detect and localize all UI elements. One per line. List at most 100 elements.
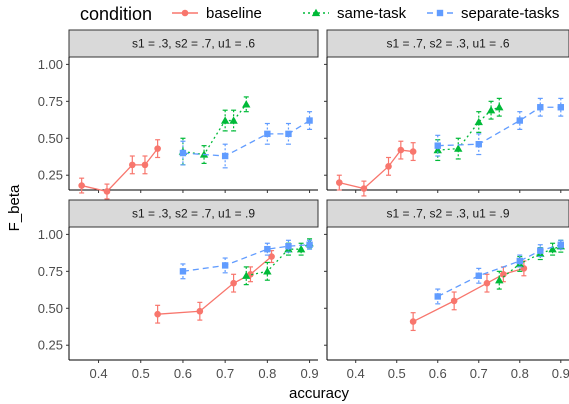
y-tick-label: 1.00 [38,227,63,242]
y-tick-label: 0.25 [38,168,63,183]
data-point [557,104,564,111]
x-tick-label: 0.7 [470,366,488,381]
y-tick-label: 0.50 [38,301,63,316]
panel-strip-label: s1 = .3, s2 = .7, u1 = .9 [132,207,255,221]
legend-label: baseline [206,5,262,22]
series-line [157,256,272,315]
error-bar [222,257,228,274]
series-baseline [409,260,528,332]
data-point [285,130,292,138]
legend-key-marker [311,8,321,17]
x-tick-label: 0.8 [511,366,529,381]
data-point [537,104,544,111]
data-point [229,116,238,124]
y-axis-title: F_beta [6,184,23,231]
data-point [336,179,343,186]
error-bar [180,140,186,166]
data-point [230,279,237,287]
series-line [437,106,500,151]
error-bar [476,111,482,133]
legend-item-baseline: baseline [172,5,262,22]
data-point [500,270,507,278]
data-point [306,117,313,124]
error-bar [231,109,237,132]
series-line [437,106,561,147]
error-bar [180,263,186,280]
legend-item-same-task: same-task [303,5,407,22]
data-point [242,271,251,279]
y-tick-label: 0.25 [38,338,63,353]
data-point [450,297,458,305]
legend-label: separate-tasks [461,5,559,22]
legend: condition baseline same-task separate-tasks [80,4,559,24]
data-point [103,188,111,195]
panel-strip [68,199,319,228]
data-point [196,307,204,315]
panel-strip [326,29,569,58]
data-point [433,145,442,154]
data-point [397,146,405,154]
data-point [221,152,229,160]
panel-strip-label: s1 = .7, s2 = .3, u1 = .6 [386,37,509,51]
series-separate-tasks [179,111,313,169]
data-point [141,161,149,169]
data-point [474,117,483,126]
panels: s1 = .3, s2 = .7, u1 = .6 0.25 0.50 0.75 1.0… [38,29,569,381]
error-bar [435,134,441,157]
legend-key-marker [181,9,189,17]
panel-strip-label: s1 = .7, s2 = .3, u1 = .9 [386,207,509,221]
legend-item-separate-tasks: separate-tasks [427,5,559,22]
x-tick-label: 0.7 [216,366,234,381]
error-bar [285,122,291,145]
data-point [434,293,441,300]
x-tick-label: 0.6 [174,366,192,381]
series-line [182,119,310,157]
legend-label: same-task [337,5,407,22]
data-point [434,142,441,149]
error-bar [476,267,482,284]
series-line [437,244,561,298]
data-point [78,182,85,189]
series-baseline [154,250,275,324]
x-tick-label: 0.5 [132,366,150,381]
x-tick-label: 0.5 [388,366,406,381]
data-point [264,130,271,138]
y-tick-label: 0.75 [38,264,63,279]
series-separate-tasks [179,239,313,280]
data-point [409,318,417,325]
panel-3: s1 = .3, s2 = .7, u1 = .9 0.25 0.50 0.75 1.0… [38,199,319,381]
error-bar [264,122,270,145]
panel-2: s1 = .7, s2 = .3, u1 = .6 [324,29,569,197]
data-point [454,144,463,152]
error-bar [476,133,482,156]
data-point [475,140,482,148]
panel-1: s1 = .3, s2 = .7, u1 = .6 0.25 0.50 0.75 1.0… [38,29,319,200]
axes: accuracy F_beta [6,184,350,402]
panel-strip-label: s1 = .3, s2 = .7, u1 = .6 [132,37,255,51]
data-point [263,267,272,275]
data-point [220,116,230,124]
series-line [339,149,414,190]
panel-4: s1 = .7, s2 = .3, u1 = .9 0.4 0.5 0.6 0.7 0.8… [324,199,569,381]
error-bar [243,96,249,113]
data-point [285,243,292,250]
x-tick-label: 0.6 [429,366,447,381]
error-bar [222,109,228,132]
data-point [486,106,496,114]
data-point [537,247,544,254]
data-point [264,245,271,253]
data-point [495,103,504,111]
series-separate-tasks [434,97,564,157]
data-point [221,262,229,269]
x-tick-label: 0.9 [301,366,319,381]
y-tick-label: 1.00 [38,57,63,72]
data-point [306,241,313,248]
data-point [129,161,136,169]
error-bar [435,288,441,305]
error-bar [222,143,228,169]
series-baseline [78,139,161,200]
data-point [360,185,368,192]
error-bar [455,137,461,160]
